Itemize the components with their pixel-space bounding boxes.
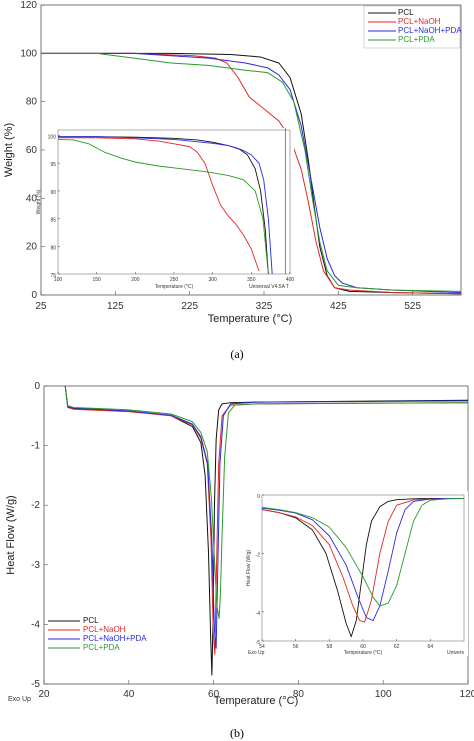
chart-a-xtick-label: 525	[404, 301, 421, 312]
legend-b-pcl: PCL	[83, 616, 99, 625]
chart-b-inset-xtick-label: 54	[259, 644, 265, 650]
chart-b-xlabel: Temperature (°C)	[214, 695, 298, 707]
chart-b-inset-ytick-label: -2	[256, 552, 261, 558]
chart-b-legend: PCL PCL+NaOH PCL+NaOH+PDA PCL+PDA	[48, 616, 147, 652]
chart-a-line-pcl-naoh-pda	[41, 52, 462, 294]
chart-b-inset-line-pcl-naoh-pda	[261, 498, 464, 622]
chart-b-inset-xtick-label: 58	[327, 644, 333, 650]
chart-a-inset-xlabel: Temperature (°C)	[155, 284, 194, 290]
chart-a-xtick-label: 125	[107, 301, 124, 312]
chart-a-axes: 25 125 225 325 425 525 0 20 40 60 80 100 120	[20, 0, 421, 312]
chart-b-line-pcl-pda	[64, 385, 469, 619]
chart-a-inset-xtick-label: 200	[131, 277, 140, 283]
chart-b-inset-xtick-label: 64	[428, 644, 434, 650]
chart-b-inset-ytick-label: 0	[257, 494, 260, 500]
chart-b-inset-line-pcl	[261, 498, 464, 638]
chart-a: 25 125 225 325 425 525 0 20 40 60 80 100 120 Tempera…	[3, 0, 462, 325]
chart-a-inset-axes: 100 150 200 250 300 350 400 75 80 85 90 95 100	[48, 135, 295, 283]
chart-a-inset-xtick-label: 350	[247, 277, 256, 283]
chart-b-series	[64, 385, 469, 676]
chart-b-ylabel: Heat Flow (W/g)	[5, 495, 17, 574]
chart-a-ytick-label: 100	[20, 48, 37, 59]
chart-a-line-pcl-pda	[41, 52, 462, 292]
chart-a-xlabel: Temperature (°C)	[208, 313, 292, 325]
chart-a-inset-xtick-label: 300	[208, 277, 217, 283]
chart-a-inset-bg	[56, 128, 294, 290]
chart-b-xtick-label: 60	[208, 689, 220, 700]
chart-a-line-pcl	[41, 52, 462, 295]
chart-b-xtick-label: 20	[38, 689, 50, 700]
chart-b-xtick-label: 100	[375, 689, 392, 700]
legend-b-naoh-pda: PCL+NaOH+PDA	[83, 634, 147, 643]
caption-a: (a)	[230, 347, 243, 361]
chart-b-ytick-label: -4	[31, 619, 40, 630]
chart-a-xtick-label: 225	[181, 301, 198, 312]
chart-b-line-pcl-naoh	[64, 385, 469, 655]
chart-a-inset-line-pcl-naoh	[58, 137, 260, 272]
chart-b-exo-up: Exo Up	[8, 696, 31, 703]
chart-a-inset-xtick-label: 100	[54, 277, 63, 283]
chart-a-inset-xtick-label: 250	[170, 277, 179, 283]
chart-b-inset-ylabel: Heat Flow (W/g)	[246, 550, 252, 586]
chart-a-ytick-label: 40	[26, 193, 38, 204]
chart-a-ytick-label: 0	[31, 290, 37, 301]
chart-a-inset-ytick-label: 95	[50, 162, 56, 168]
chart-a-ytick-label: 20	[26, 242, 38, 253]
chart-b-line-pcl-naoh-pda	[64, 385, 469, 649]
chart-a-inset-series	[57, 128, 286, 275]
chart-a-ytick-label: 60	[26, 145, 38, 156]
chart-b-xtick-label: 80	[293, 689, 305, 700]
legend-a-pcl: PCL	[398, 8, 414, 17]
chart-b-inset-series	[261, 498, 465, 638]
chart-b-inset-xtick-label: 62	[394, 644, 400, 650]
chart-a-inset-xtick-label: 400	[286, 277, 295, 283]
chart-b-inset-ytick-label: -4	[256, 611, 261, 617]
chart-b: 20 40 60 80 100 120 -5 -4 -3 -2 -1 0 Temperature (°…	[5, 381, 474, 707]
legend-b-naoh: PCL+NaOH	[83, 625, 126, 634]
chart-a-inset-ytick-label: 100	[48, 135, 57, 141]
chart-b-inset-line-pcl-naoh	[261, 498, 464, 623]
chart-a-ytick-label: 80	[26, 97, 38, 108]
chart-a-inset-ylabel: Weight (%)	[36, 189, 42, 214]
chart-a-legend: PCL PCL+NaOH PCL+NaOH+PDA PCL+PDA	[363, 5, 462, 49]
chart-b-inset-ytick-label: -5	[256, 640, 261, 646]
chart-a-inset-line-pcl-pda	[57, 138, 269, 275]
chart-a-ytick-label: 120	[20, 0, 37, 11]
chart-b-inset-bg	[246, 491, 468, 656]
legend-a-naoh-pda: PCL+NaOH+PDA	[398, 26, 462, 35]
legend-a-naoh: PCL+NaOH	[398, 17, 441, 26]
chart-b-inset-axes: 54 56 58 60 62 64 -5 -4 -2 0	[256, 494, 434, 650]
chart-a-inset-ytick-label: 75	[50, 273, 56, 279]
chart-a-xtick-label: 325	[256, 301, 273, 312]
chart-b-ytick-label: -3	[31, 560, 40, 571]
chart-a-inset-line-pcl-naoh-pda	[58, 136, 273, 275]
legend-b-pda: PCL+PDA	[83, 643, 120, 652]
chart-b-ytick-label: 0	[34, 381, 40, 392]
chart-a-inset-ytick-label: 90	[50, 190, 56, 196]
chart-a-inset-ytick-label: 85	[50, 218, 56, 224]
chart-b-inset-xlabel: Temperature (°C)	[344, 650, 383, 656]
chart-b-inset-xtick-label: 60	[360, 644, 366, 650]
chart-a-inset-xtick-label: 150	[92, 277, 101, 283]
chart-b-inset-note: Univers	[447, 650, 464, 656]
chart-b-ytick-label: -1	[31, 441, 40, 452]
chart-b-inset-xtick-label: 56	[293, 644, 299, 650]
chart-a-inset: 100 150 200 250 300 350 400 75 80 85 90 95 100 Tempe…	[36, 128, 294, 290]
caption-b: (b)	[230, 726, 244, 740]
chart-a-inset-note: Universal V4.5A T	[249, 284, 289, 290]
chart-b-ytick-label: -2	[31, 500, 40, 511]
chart-b-xtick-label: 40	[123, 689, 135, 700]
chart-b-inset: 54 56 58 60 62 64 -5 -4 -2 0 Temperature (°C) Hea…	[246, 491, 468, 656]
chart-b-ytick-label: -5	[31, 679, 40, 690]
chart-a-xtick-label: 25	[35, 301, 47, 312]
chart-b-axes: 20 40 60 80 100 120 -5 -4 -3 -2 -1 0	[31, 381, 474, 700]
chart-b-inset-exo-up: Exo Up	[248, 650, 265, 656]
legend-a-pda: PCL+PDA	[398, 35, 435, 44]
chart-b-xtick-label: 120	[460, 689, 474, 700]
chart-b-inset-line-pcl-pda	[261, 498, 465, 607]
chart-a-ylabel: Weight (%)	[3, 123, 15, 177]
chart-a-xtick-label: 425	[330, 301, 347, 312]
chart-a-inset-ytick-label: 80	[50, 245, 56, 251]
